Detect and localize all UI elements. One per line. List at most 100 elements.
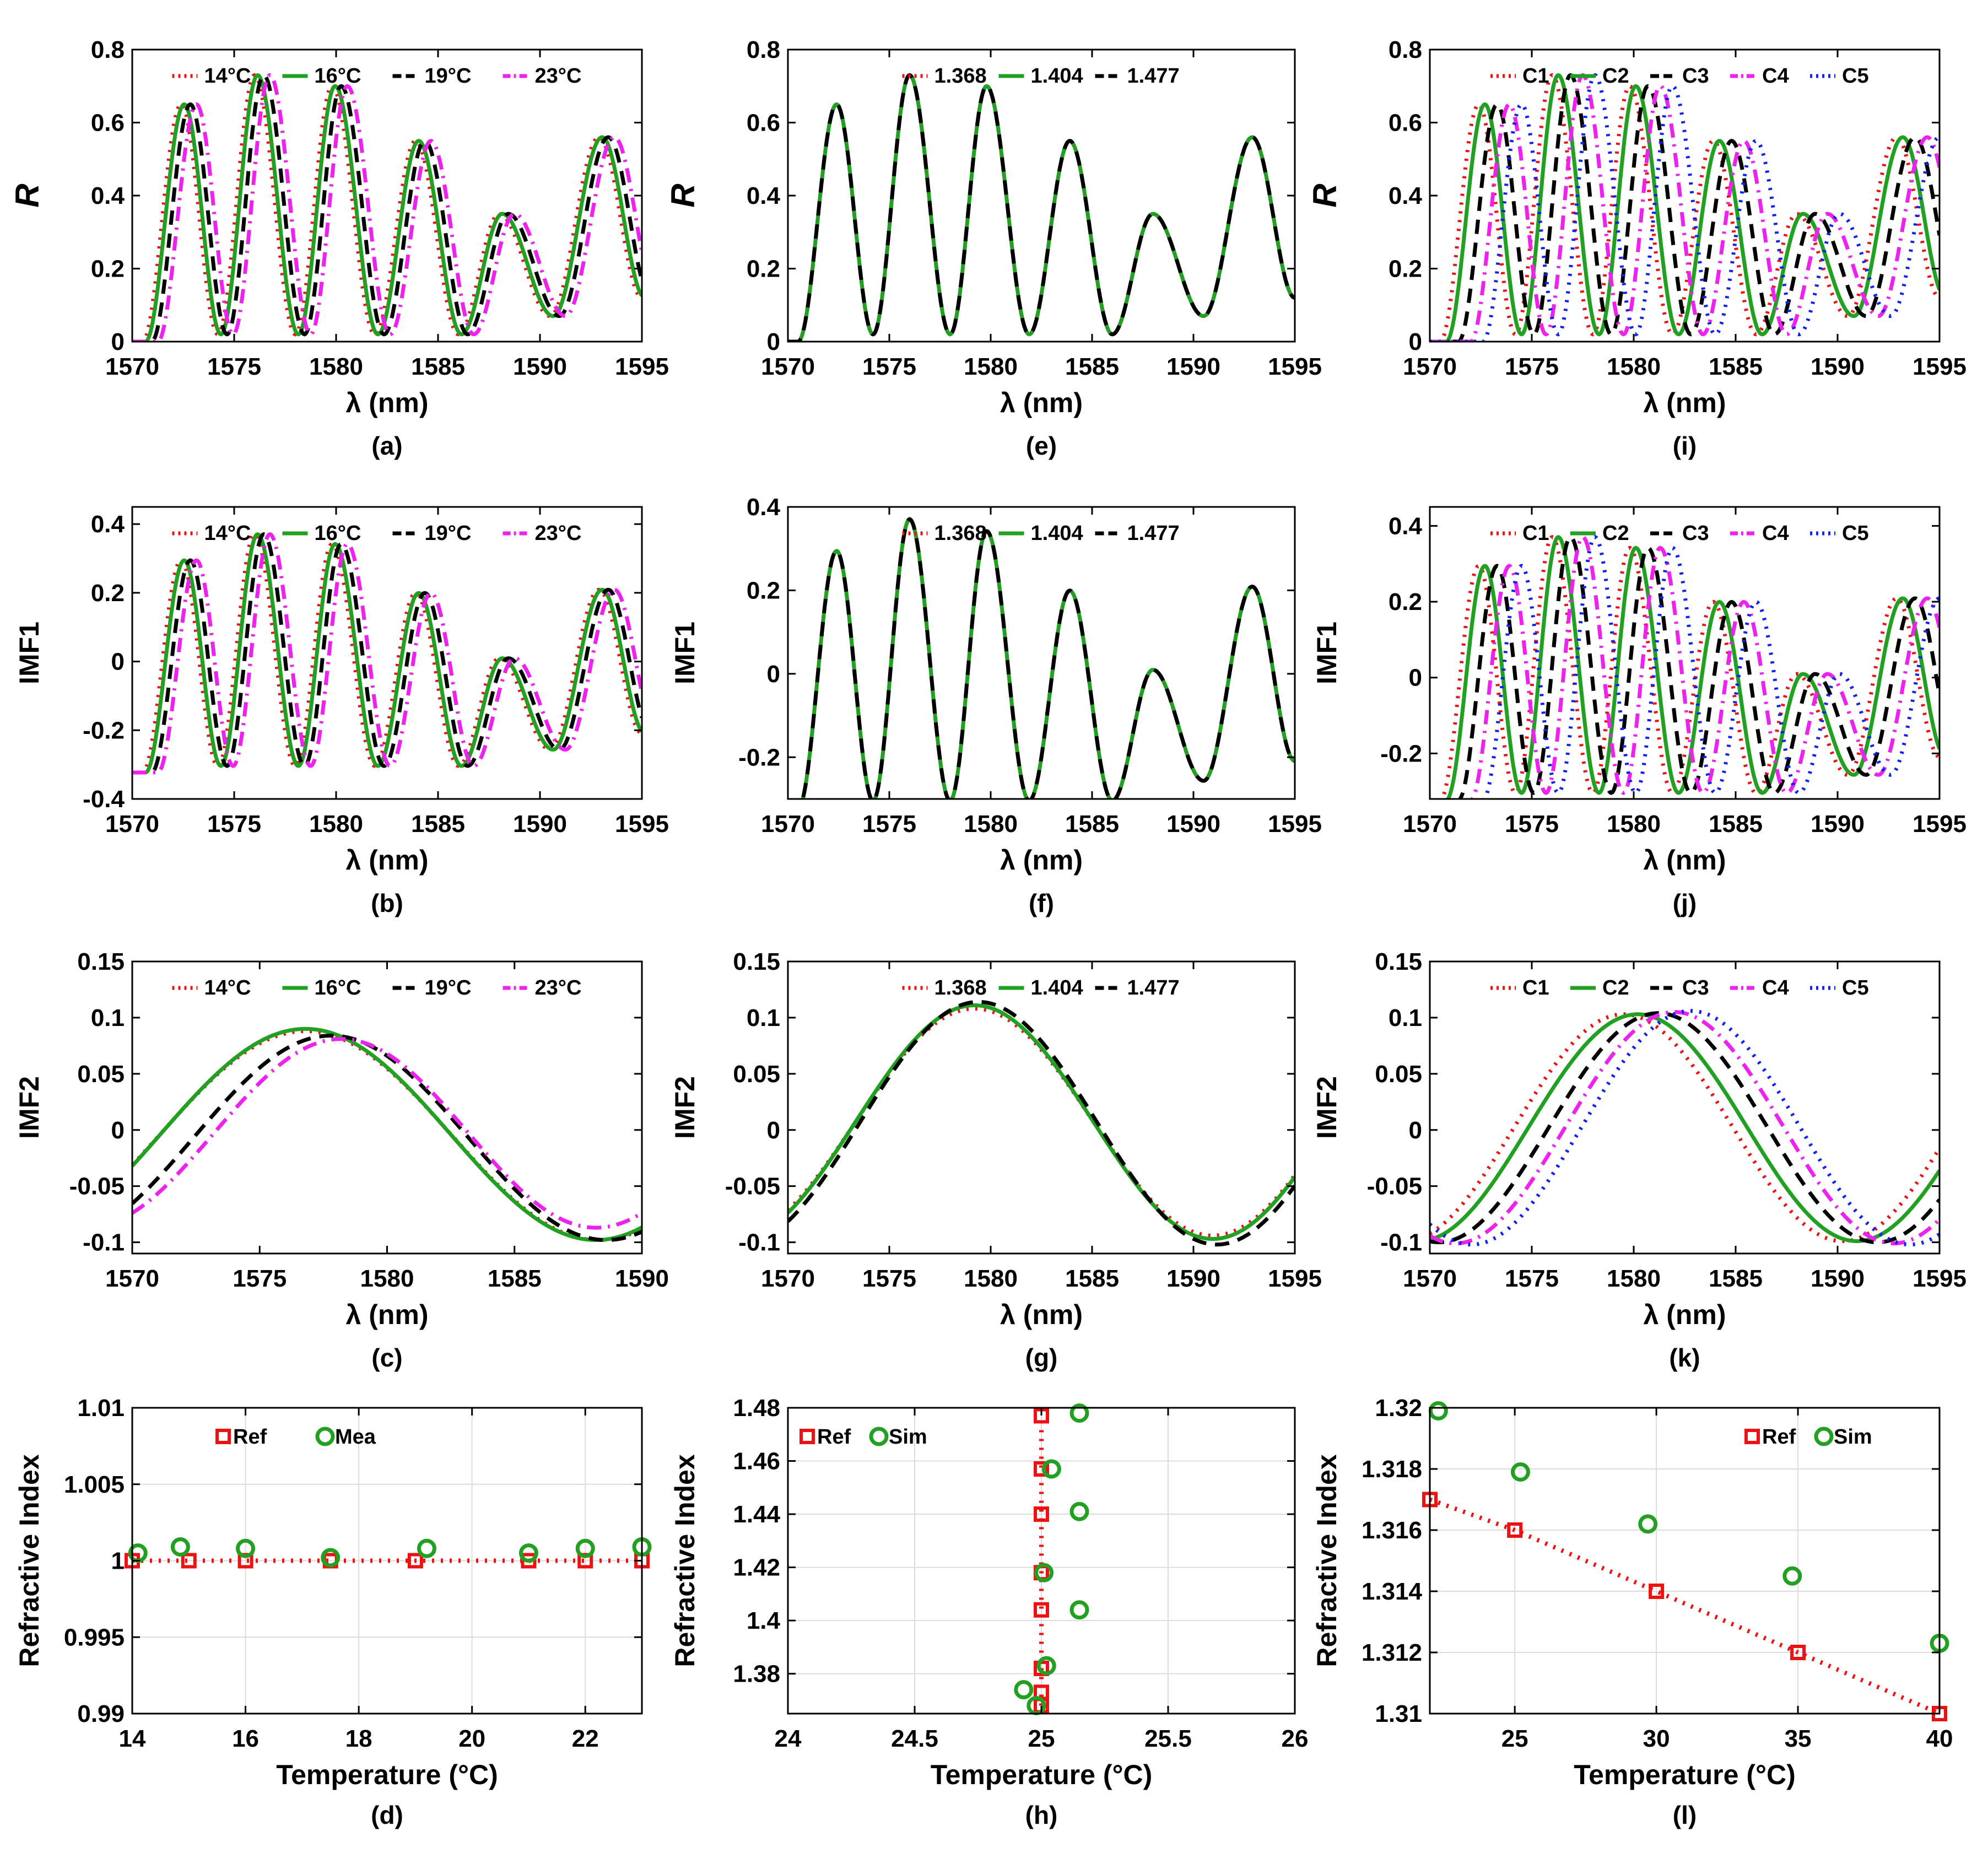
x-tick-label: 1590 [1811, 811, 1865, 838]
y-tick-label: 1.31 [1375, 1700, 1422, 1727]
legend: C1 C2 C3 C4 C5 [1490, 522, 1869, 545]
legend-label: C3 [1682, 522, 1709, 545]
marker-Ref [1790, 1645, 1806, 1660]
axes-box [787, 506, 1296, 800]
legend-label: C4 [1762, 522, 1789, 545]
x-tick-label: 1585 [1065, 353, 1119, 380]
y-tick-label: 0.2 [747, 256, 780, 283]
legend-label: 16°C [315, 976, 361, 1000]
y-tick-label: 0 [767, 661, 780, 688]
y-tick-label: -0.05 [725, 1173, 780, 1200]
axes-box [1429, 1407, 1941, 1715]
y-tick-label: 0.15 [77, 948, 125, 975]
legend-label: Ref [233, 1425, 267, 1449]
y-tick-label: 0.6 [91, 110, 125, 137]
legend: 14°C 16°C 19°C 23°C [172, 64, 581, 88]
x-tick-label: 25 [1501, 1725, 1528, 1752]
y-tick-label: 1.005 [64, 1471, 125, 1498]
y-tick-label: 1.316 [1362, 1517, 1422, 1544]
y-tick-label: -0.2 [738, 744, 780, 771]
x-axis-title: λ (nm) [346, 387, 429, 418]
y-tick-label: 0 [1409, 328, 1422, 355]
marker-Sim [1034, 1563, 1054, 1582]
x-axis-title: λ (nm) [1000, 387, 1083, 418]
y-tick-label: 0.4 [1389, 182, 1423, 209]
y-tick-label: 0 [111, 649, 125, 676]
x-tick-label: 1595 [1268, 1265, 1322, 1292]
legend-label: 1.477 [1127, 522, 1180, 545]
panel-g: 1570 1575 1580 1585 1590 1595 -0.1 -0.05 0 0.05 0.… [669, 948, 1322, 1372]
legend: 1.368 1.404 1.477 [902, 522, 1180, 545]
y-axis-title: IMF1 [1311, 622, 1342, 684]
series-line-1.477 [788, 1000, 1295, 1247]
x-tick-label: 1585 [488, 1265, 542, 1292]
series-line-C2 [1430, 73, 1940, 342]
x-tick-label: 1580 [1607, 1265, 1661, 1292]
x-tick-label: 24 [775, 1725, 802, 1752]
y-axis-title: IMF2 [669, 1076, 700, 1139]
x-tick-label: 1590 [1166, 1265, 1220, 1292]
marker-Sim [1069, 1501, 1089, 1521]
series-line-C1 [1430, 1012, 1940, 1244]
series-line-16C [132, 73, 642, 342]
legend: 1.368 1.404 1.477 [902, 976, 1180, 1000]
x-tick-label: 1570 [105, 353, 159, 380]
x-tick-label: 1590 [1811, 353, 1865, 380]
panel-label: (l) [1673, 1801, 1697, 1829]
x-tick-label: 1595 [1268, 353, 1322, 380]
x-tick-label: 1585 [411, 353, 465, 380]
y-axis-title: Refractive Index [1311, 1454, 1342, 1667]
panel-i: 1570 1575 1580 1585 1590 1595 0 0.2 0.4 0.6 0.8 λ (… [1306, 36, 1967, 460]
legend-label: C4 [1762, 976, 1789, 1000]
marker-Mea [170, 1537, 190, 1557]
series-line-C3 [1430, 1011, 1940, 1245]
legend-label: C2 [1602, 522, 1629, 545]
legend-label: 16°C [315, 522, 361, 545]
y-tick-label: 0.2 [91, 256, 125, 283]
y-tick-label: 0.8 [91, 36, 125, 63]
x-tick-label: 26 [1282, 1725, 1309, 1752]
legend-marker [1744, 1429, 1760, 1444]
series-line-C4 [1430, 1010, 1940, 1246]
series-line-C4 [1430, 73, 1940, 342]
y-axis-title: Refractive Index [14, 1454, 45, 1667]
y-tick-label: 0.1 [1389, 1004, 1422, 1031]
y-axis-title: IMF1 [14, 622, 45, 684]
x-tick-label: 1575 [207, 353, 261, 380]
y-tick-label: 0.05 [77, 1061, 125, 1088]
marker-Ref [1034, 1506, 1049, 1522]
x-tick-label: 16 [232, 1725, 259, 1752]
x-tick-label: 14 [119, 1725, 146, 1752]
x-tick-label: 30 [1643, 1725, 1670, 1752]
y-tick-label: 0.15 [733, 948, 780, 975]
x-tick-label: 1575 [1505, 811, 1559, 838]
series-line-C4 [1430, 534, 1940, 799]
legend-label: 1.368 [934, 64, 987, 88]
axes-box [1429, 506, 1941, 800]
marker-Ref [521, 1553, 537, 1569]
plot-area [801, 517, 1295, 799]
marker-Mea [321, 1548, 341, 1568]
series-line-14C [132, 532, 642, 775]
x-tick-label: 25 [1028, 1725, 1055, 1752]
x-tick-label: 1595 [1913, 811, 1967, 838]
x-tick-label: 1575 [862, 353, 916, 380]
marker-Sim [1069, 1403, 1089, 1423]
x-axis-title: λ (nm) [1644, 845, 1726, 876]
x-tick-label: 1570 [1403, 811, 1457, 838]
x-tick-label: 1590 [513, 811, 567, 838]
y-axis-title: R [665, 183, 701, 207]
panel-label: (d) [371, 1801, 403, 1829]
panel-h: 24 24.5 25 25.5 26 1.38 1.4 1.42 1.44 1.46 1.48 Tem… [669, 1395, 1308, 1829]
legend-label: C1 [1522, 64, 1549, 88]
y-tick-label: 1.38 [733, 1661, 780, 1688]
y-tick-label: 0 [767, 1117, 780, 1144]
x-axis-title: λ (nm) [1644, 1299, 1726, 1330]
legend: 14°C 16°C 19°C 23°C [172, 522, 581, 545]
x-tick-label: 1570 [1403, 353, 1457, 380]
y-tick-label: 0 [111, 1117, 125, 1144]
series-line-C2 [1430, 1012, 1940, 1244]
y-axis-title: R [9, 183, 46, 207]
panel-j: 1570 1575 1580 1585 1590 1595 -0.2 0 0.2 0.4 λ (nm… [1311, 506, 1967, 917]
